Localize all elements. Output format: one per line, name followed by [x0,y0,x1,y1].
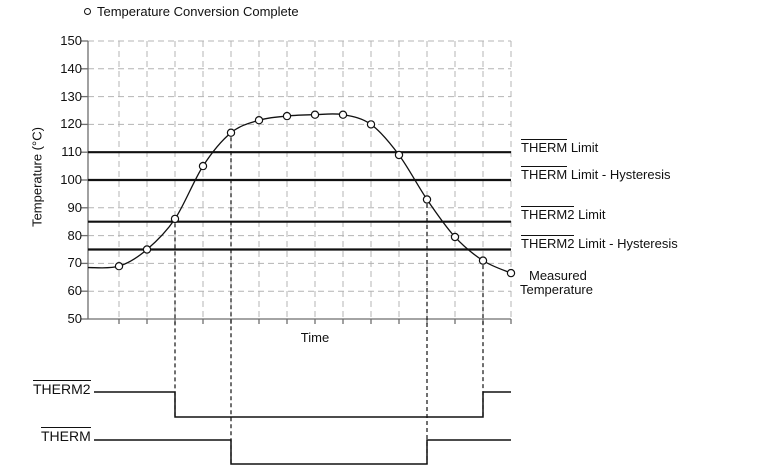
therm2-hysteresis-label: THERM2 Limit - Hysteresis [521,235,678,251]
measured-temperature-label-line2: Temperature [520,282,593,297]
conversion-marker [394,150,404,160]
therm2-trace [94,391,511,418]
threshold-event-lines [174,137,484,464]
axes [81,40,512,324]
therm2-hysteresis-label-rest-text: Limit - Hysteresis [574,236,678,251]
conversion-marker [226,128,236,137]
limit-lines [88,151,511,251]
chart-legend: Temperature Conversion Complete [84,4,299,19]
conversion-marker [198,161,208,171]
conversion-marker [506,268,516,278]
conversion-marker [282,111,292,121]
therm-signal-label: THERM [41,427,91,444]
therm-limit-label-bar-text: THERM [521,139,568,155]
conversion-marker [170,214,180,224]
conversion-complete-markers [114,110,516,278]
conversion-marker [310,110,320,119]
therm-trace [94,439,511,465]
therm2-limit-label-rest-text: Limit [574,207,606,222]
legend-label: Temperature Conversion Complete [97,4,299,19]
therm2-limit-label: THERM2 Limit [521,206,606,222]
x-axis-title: Time [300,330,330,345]
conversion-marker [254,115,264,125]
conversion-marker [114,262,124,271]
therm-limit-label-rest-text: Limit [567,140,599,155]
therm2-signal-label: THERM2 [33,380,91,397]
open-circle-marker-icon [84,8,91,15]
h-gridlines [88,40,511,292]
therm2-hysteresis-label-bar-text: THERM2 [521,235,575,251]
conversion-marker [366,120,376,129]
conversion-marker [478,256,488,265]
measured-temperature-label-line1: Measured [529,268,587,283]
therm-hysteresis-label: THERM Limit - Hysteresis [521,166,671,182]
measured-temperature-curve [87,113,512,274]
therm-signal-label-text: THERM [41,427,91,444]
y-axis-title: Temperature (°C) [29,127,45,227]
conversion-marker [142,245,152,254]
therm2-limit-label-bar-text: THERM2 [521,206,575,222]
conversion-marker [422,195,432,204]
therm-hysteresis-label-rest-text: Limit - Hysteresis [567,167,671,182]
therm-hysteresis-label-bar-text: THERM [521,166,568,182]
conversion-marker [450,232,460,242]
therm-limit-label: THERM Limit [521,139,598,155]
therm2-signal-label-text: THERM2 [33,380,91,397]
conversion-marker [338,110,348,119]
